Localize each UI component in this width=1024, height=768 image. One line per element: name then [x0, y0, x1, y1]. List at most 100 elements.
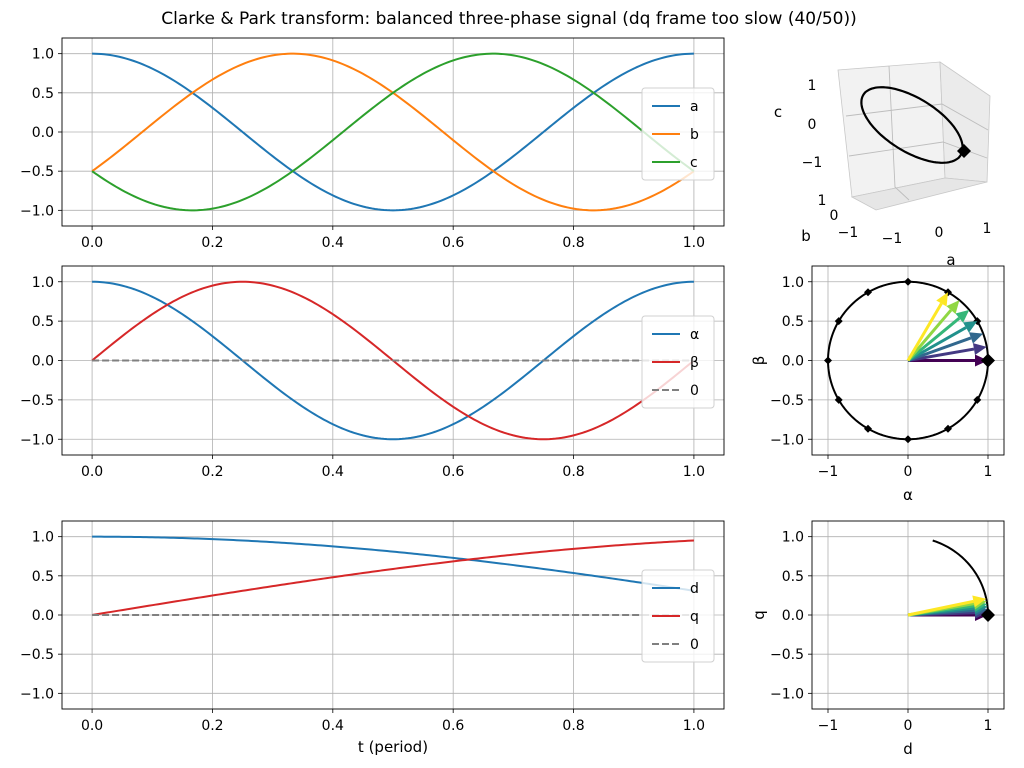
x-tick-label: 0.8: [562, 718, 584, 734]
axes-frame: [811, 265, 1005, 456]
alpha-beta-plane-plot: −1 0 1 −1.0 −0.5 0.0 0.5 1.0 α β: [750, 265, 1005, 504]
y-tick-label: 0.0: [32, 608, 54, 624]
alpha-beta-time-plot: 0.0 0.2 0.4 0.6 0.8 1.0 −1.0 −0.5 0.0 0.5 1.0 αβ 0: [20, 265, 725, 480]
x-tick-label: −1: [818, 464, 839, 480]
y-tick-label: −1.0: [20, 432, 54, 448]
legend-label-0: 0: [690, 383, 699, 399]
x-tick-label: 1: [984, 718, 993, 734]
sample-marker: [904, 435, 912, 444]
x-tick-label: 0.0: [81, 718, 103, 734]
legend-label-b: b: [690, 127, 699, 143]
axes-frame: [61, 265, 725, 456]
y-tick-label: −0.5: [770, 393, 804, 409]
x-axis-label: d: [903, 740, 913, 758]
series-line-c: [91, 52, 695, 212]
z-tick-label: 0: [808, 117, 817, 133]
x-tick-label: 0.4: [322, 718, 344, 734]
y-tick-label: −0.5: [20, 393, 54, 409]
x-tick-label: 0: [904, 464, 913, 480]
space-vector-arrow: [906, 302, 943, 362]
sample-marker: [944, 424, 952, 433]
space-vector-arrow: [906, 309, 953, 362]
y-axis-label: q: [750, 610, 768, 620]
z-axis-label: c: [774, 103, 782, 121]
sample-marker: [864, 424, 872, 433]
x-tick-label: 1.0: [683, 235, 705, 251]
y-tick-label: 0.0: [32, 125, 54, 141]
x-tick-label: 0.4: [322, 235, 344, 251]
z-tick-label: −1: [802, 155, 823, 171]
sample-marker: [824, 356, 832, 365]
space-vector-arrow: [907, 599, 974, 617]
x-tick-label: 0.2: [201, 464, 223, 480]
y-tick-label: −1: [838, 225, 859, 241]
series-line-α: [92, 280, 694, 441]
x-axis-label: t (period): [358, 738, 428, 756]
z-tick-label: 1: [808, 78, 817, 94]
y-tick-label: 1.0: [32, 47, 54, 63]
trajectory-arc: [932, 539, 989, 616]
abc-time-plot: 0.0 0.2 0.4 0.6 0.8 1.0 −1.0 −0.5 0.0 0.5 1.0 abc: [20, 37, 725, 251]
y-tick-label: 0: [830, 208, 839, 224]
y-tick-label: 1: [818, 193, 827, 209]
x-tick-label: −1: [882, 231, 903, 247]
dq-time-plot: 0.0 0.2 0.4 0.6 0.8 1.0 −1.0 −0.5 0.0 0.5 1.0 t (pe…: [20, 520, 725, 756]
current-point-marker: [957, 144, 971, 158]
y-tick-label: 0.0: [782, 608, 804, 624]
sample-marker: [834, 395, 843, 404]
y-tick-label: −1.0: [20, 203, 54, 219]
space-vector-arrow-head: [972, 343, 987, 355]
space-vector-arrow-head: [963, 321, 978, 333]
y-tick-label: −0.5: [20, 164, 54, 180]
x-axis-label: α: [903, 486, 913, 504]
space-vector-arrow-head: [972, 595, 987, 608]
side-pane: [939, 61, 991, 183]
x-tick-label: 0.8: [562, 464, 584, 480]
y-axis-label: β: [750, 356, 768, 366]
trajectory-ellipse: [860, 86, 964, 164]
y-tick-label: 1.0: [32, 530, 54, 546]
axes-frame: [811, 520, 1005, 710]
figure-title: Clarke & Park transform: balanced three-…: [161, 9, 856, 29]
space-vector-arrow: [907, 317, 961, 362]
z-gridline: [848, 141, 988, 159]
y-tick-label: −0.5: [770, 647, 804, 663]
legend-label-d: d: [690, 581, 699, 597]
space-vector-arrow: [907, 326, 967, 362]
x-tick-label: 1: [983, 221, 992, 237]
series-line-d: [92, 535, 695, 592]
x-tick-label: 0.2: [201, 235, 223, 251]
sample-marker: [834, 317, 843, 326]
floor-pane: [850, 177, 988, 211]
sample-marker: [973, 395, 982, 404]
y-tick-label: 0.5: [32, 86, 54, 102]
x-tick-label: 0.4: [322, 464, 344, 480]
y-tick-label: −1.0: [770, 686, 804, 702]
legend-label-a: a: [690, 99, 699, 115]
x-tick-label: 1: [984, 464, 993, 480]
x-tick-label: 0: [935, 225, 944, 241]
legend-label-q: q: [690, 609, 699, 625]
x-tick-label: 0.6: [442, 464, 464, 480]
space-vector-arrow-head: [955, 309, 970, 323]
y-tick-label: 0.5: [782, 569, 804, 585]
current-point-marker: [981, 608, 995, 622]
y-tick-label: −0.5: [20, 647, 54, 663]
y-axis-label: b: [801, 227, 811, 245]
sample-marker: [904, 277, 912, 286]
y-tick-label: −1.0: [20, 686, 54, 702]
x-tick-label: 1.0: [683, 718, 705, 734]
space-vector-arrow-head: [936, 292, 948, 307]
x-tick-label: 0.0: [81, 235, 103, 251]
x-tick-label: −1: [818, 718, 839, 734]
x-tick-label: 0.8: [562, 235, 584, 251]
y-tick-label: 1.0: [782, 530, 804, 546]
legend-label-β: β: [690, 355, 699, 371]
legend-label-c: c: [690, 155, 698, 171]
y-tick-label: −1.0: [770, 432, 804, 448]
current-point-marker: [981, 353, 995, 368]
space-vector-arrow: [907, 336, 972, 362]
back-pane: [837, 61, 946, 198]
space-vector-arrow-head: [946, 300, 960, 314]
